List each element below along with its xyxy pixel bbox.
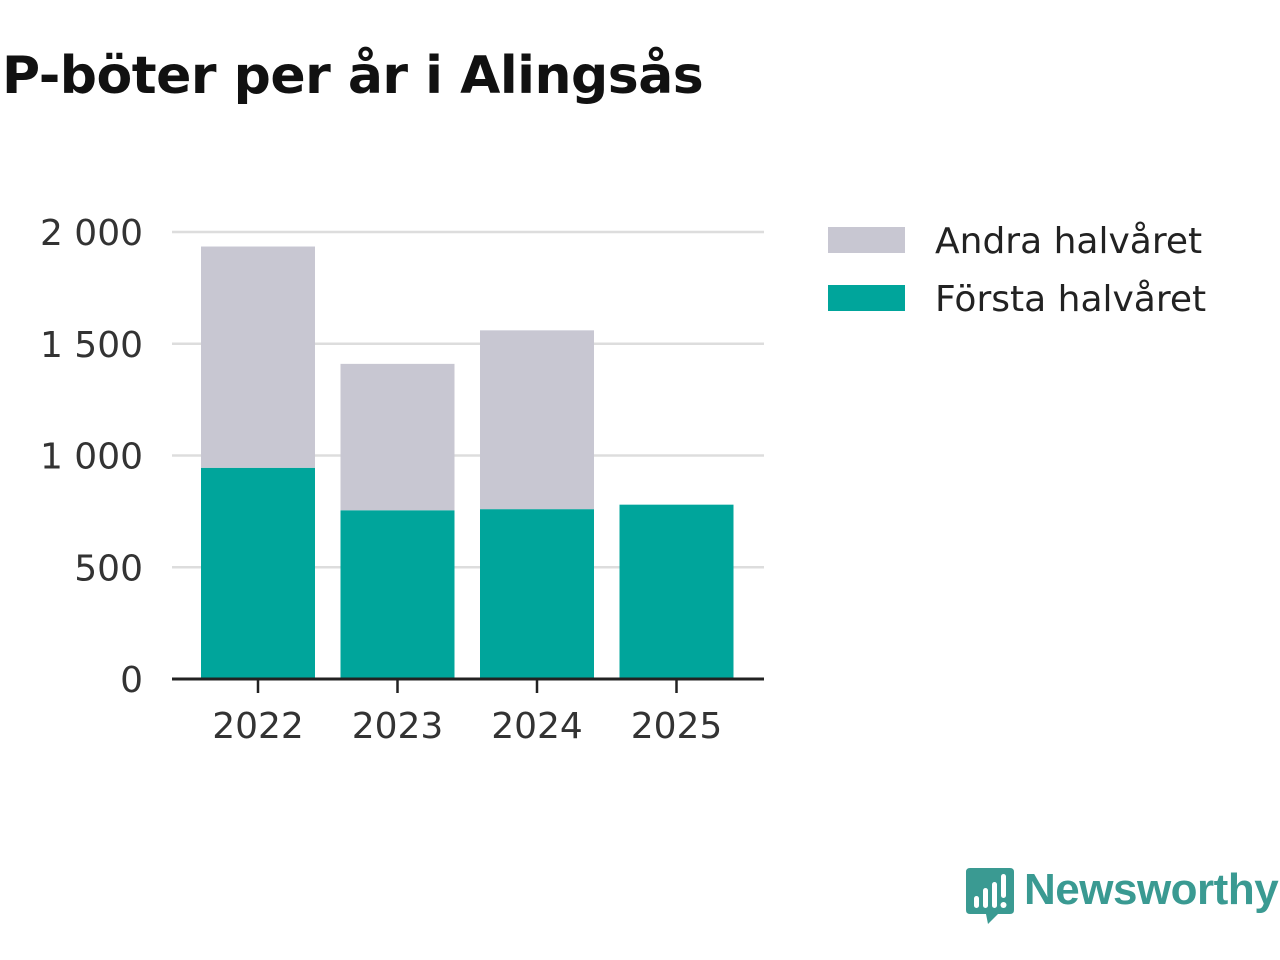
bars	[201, 246, 734, 679]
legend-label-first-half: Första halvåret	[935, 279, 1206, 320]
y-tick-label: 1 000	[40, 437, 143, 478]
newsworthy-logo: Newsworthy	[964, 864, 1279, 928]
legend-swatch-second-half	[828, 227, 905, 253]
bar-first-half-2025	[619, 504, 734, 679]
bar-first-half-2023	[340, 510, 455, 679]
chart-title: P-böter per år i Alingsås	[2, 46, 704, 106]
legend: Andra halvåret Första halvåret	[828, 221, 1206, 320]
axes: 0 500 1 000 1 500 2 000 2022 2023 2024 2025	[40, 213, 764, 747]
legend-label-second-half: Andra halvåret	[935, 221, 1202, 262]
y-tick-label: 500	[74, 548, 143, 589]
bar-second-half-2022	[201, 246, 315, 468]
y-tick-label: 0	[120, 660, 143, 701]
bar-second-half-2024	[480, 330, 594, 510]
y-tick-label: 1 500	[40, 325, 143, 366]
logo-text: Newsworthy	[1024, 865, 1279, 914]
bar-second-half-2023	[340, 363, 455, 511]
y-tick-label: 2 000	[40, 213, 143, 254]
x-tick-label: 2022	[212, 706, 304, 747]
legend-swatch-first-half	[828, 285, 905, 311]
bar-chart-speech-bubble-icon	[966, 868, 1014, 924]
bar-first-half-2022	[201, 467, 315, 679]
x-tick-label: 2024	[491, 706, 583, 747]
x-tick-label: 2025	[631, 706, 723, 747]
x-tick-label: 2023	[352, 706, 444, 747]
bar-first-half-2024	[480, 509, 594, 679]
